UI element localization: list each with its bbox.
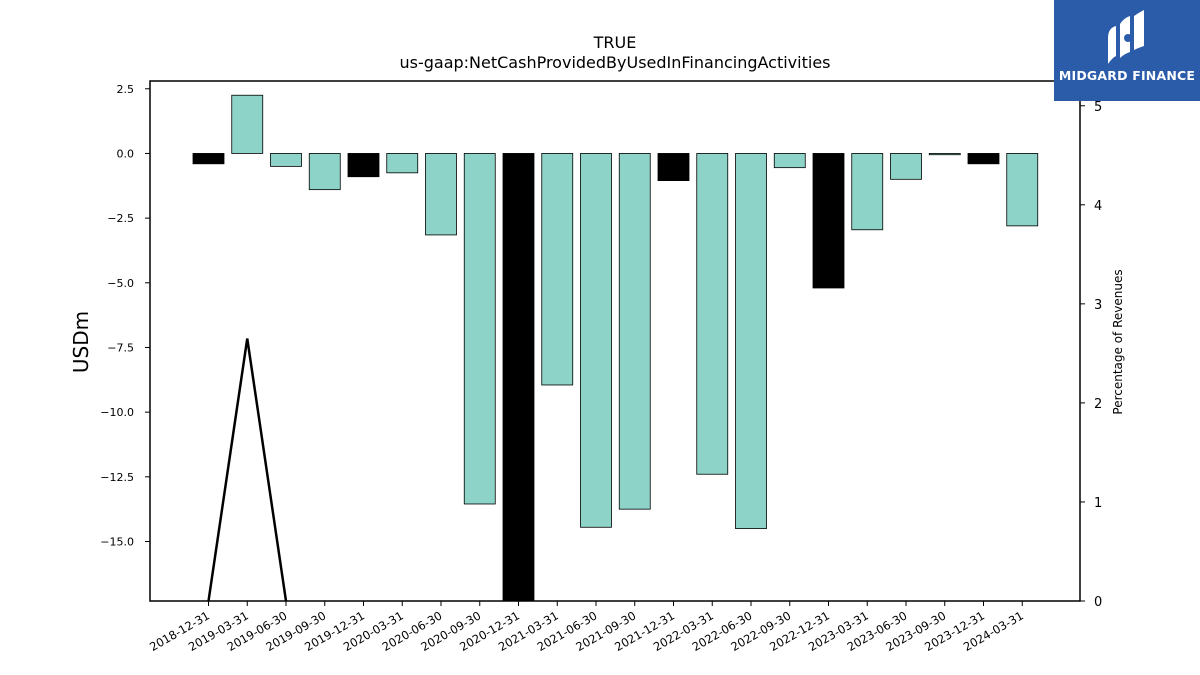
y-tick-label: −10.0	[100, 406, 134, 419]
plot-area: 2.50.0−2.5−5.0−7.5−10.0−12.5−15.00123452…	[100, 80, 1102, 654]
bar	[308, 153, 341, 191]
bar	[1006, 153, 1039, 227]
brand-logo: MIDGARD FINANCE	[1054, 0, 1200, 101]
bar	[657, 153, 690, 182]
logo-text: MIDGARD FINANCE	[1058, 68, 1196, 83]
bar	[735, 153, 767, 529]
y-tick-label: −12.5	[100, 471, 134, 484]
logo-mark-icon	[1108, 10, 1144, 64]
percentage-line	[207, 338, 288, 601]
bar	[347, 153, 380, 178]
bar	[231, 94, 264, 154]
y2-axis-label: Percentage of Revenues	[1111, 269, 1125, 414]
y2-tick-label: 5	[1094, 100, 1102, 115]
bar	[696, 153, 729, 475]
chart-title: TRUE	[593, 33, 637, 52]
bar	[812, 153, 845, 289]
y-tick-label: 2.5	[117, 83, 135, 96]
bar	[851, 153, 884, 231]
bar	[541, 153, 574, 386]
y-tick-label: 0.0	[117, 147, 135, 160]
y2-tick-label: 1	[1094, 496, 1102, 511]
chart-subtitle: us-gaap:NetCashProvidedByUsedInFinancing…	[399, 53, 830, 72]
bar	[425, 153, 457, 236]
bar	[967, 153, 1000, 165]
y2-tick-label: 4	[1094, 199, 1102, 214]
bar	[773, 153, 806, 169]
bar	[386, 153, 419, 174]
bar	[502, 153, 535, 601]
y2-tick-label: 2	[1094, 397, 1102, 412]
bar	[618, 153, 651, 510]
bar	[928, 153, 961, 156]
y-tick-label: −7.5	[107, 341, 134, 354]
y2-tick-label: 0	[1094, 595, 1102, 610]
bar	[463, 153, 496, 505]
bar	[890, 153, 922, 180]
y-tick-label: −2.5	[107, 212, 134, 225]
plot-frame	[149, 80, 1081, 602]
y-tick-label: −15.0	[100, 535, 134, 548]
bar	[192, 153, 225, 165]
bar	[580, 153, 612, 528]
y2-tick-label: 3	[1094, 298, 1102, 313]
y-axis-label: USDm	[69, 311, 93, 373]
bar	[270, 153, 302, 167]
y-tick-label: −5.0	[107, 277, 134, 290]
plot-inner	[192, 94, 1039, 601]
